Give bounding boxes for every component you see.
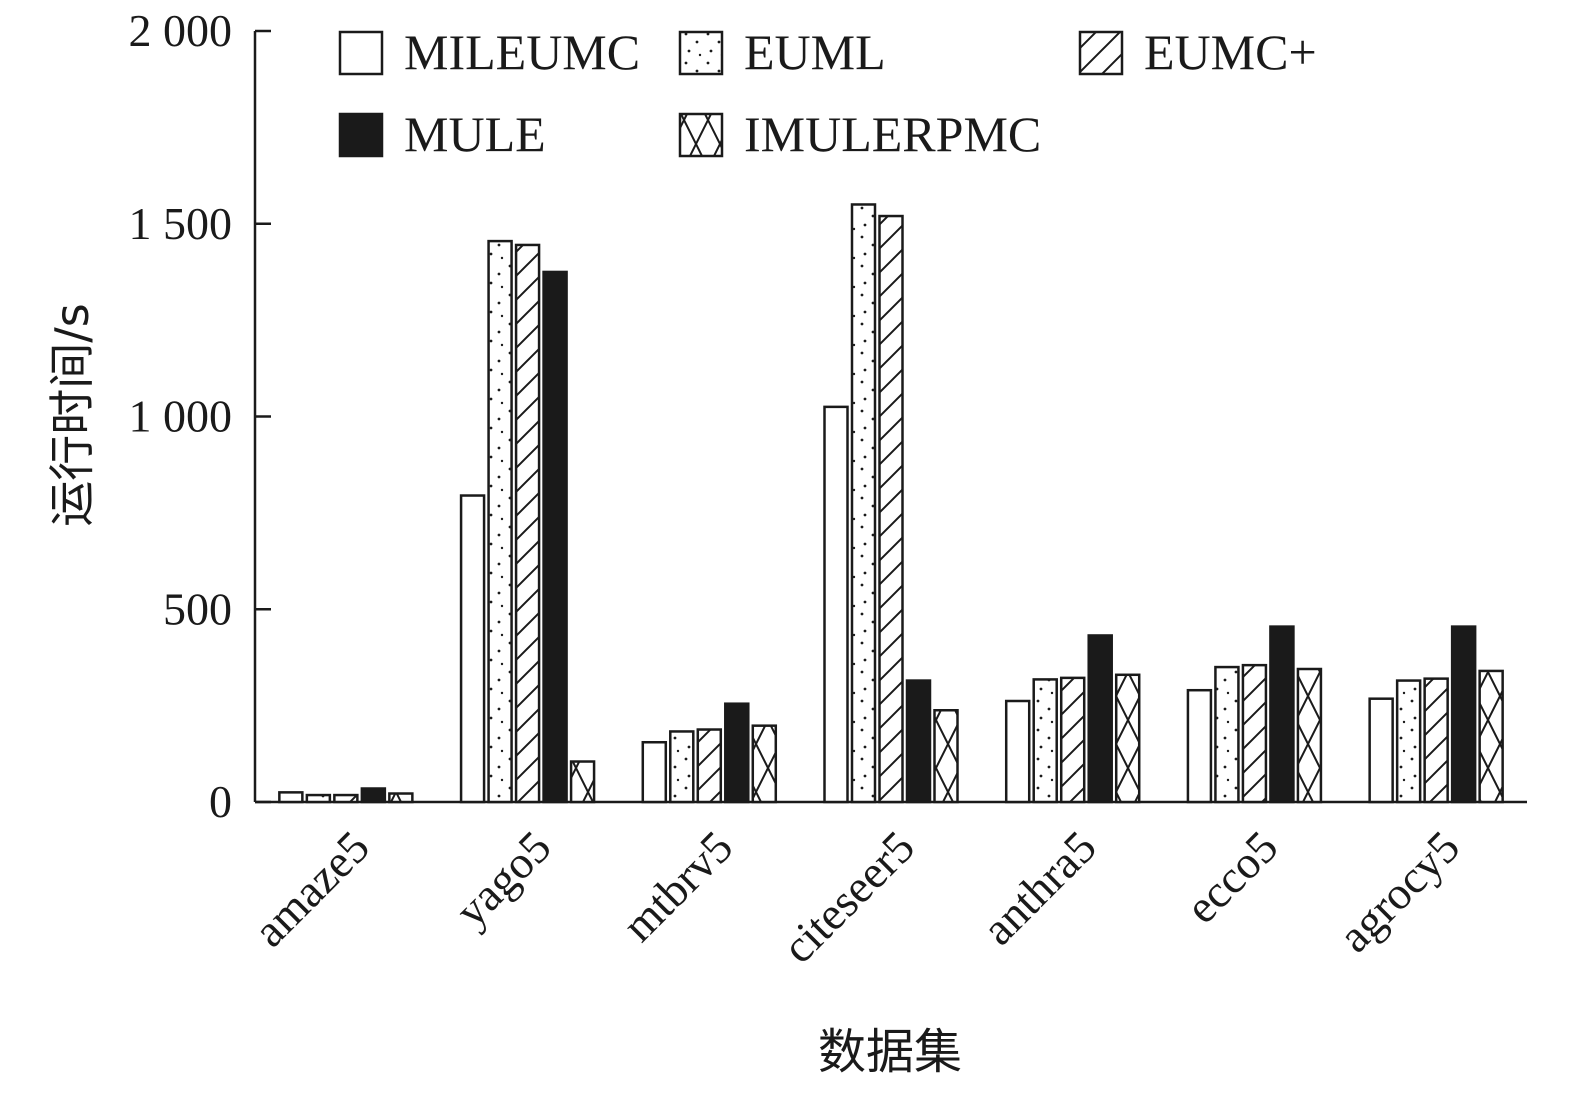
bar xyxy=(1214,665,1240,804)
y-axis-title: 运行时间/s xyxy=(45,303,99,526)
bar xyxy=(1186,688,1213,804)
x-tick-label: ecco5 xyxy=(1176,821,1288,933)
bar xyxy=(1114,673,1141,804)
bar xyxy=(1059,676,1086,804)
bar xyxy=(278,791,304,804)
legend-item: IMULERPMC xyxy=(678,106,1041,162)
legend-label: MILEUMC xyxy=(404,24,640,80)
bar xyxy=(1241,663,1268,804)
bar-group xyxy=(1368,625,1504,804)
x-tick-label: agrocy5 xyxy=(1328,821,1469,962)
x-tick-label: yago5 xyxy=(445,821,561,937)
y-tick-label: 2 000 xyxy=(129,5,233,56)
bar xyxy=(333,793,359,804)
bar xyxy=(878,214,904,804)
bar xyxy=(1296,667,1323,804)
bar xyxy=(542,270,568,804)
bar xyxy=(669,730,695,804)
bar xyxy=(569,760,596,804)
x-axis-title: 数据集 xyxy=(818,1024,962,1080)
legend-swatch xyxy=(338,112,384,158)
y-tick-label: 1 000 xyxy=(129,391,233,442)
legend-label: MULE xyxy=(404,106,546,162)
x-tick-label: anthra5 xyxy=(972,821,1106,955)
bar xyxy=(751,724,778,804)
bars xyxy=(278,203,1504,804)
bar xyxy=(1032,678,1058,804)
x-tick-label: mtbrv5 xyxy=(612,821,742,951)
bar xyxy=(724,702,750,804)
legend-swatch xyxy=(1078,30,1124,76)
bar xyxy=(823,405,849,804)
bar xyxy=(487,239,513,804)
bar-group xyxy=(459,239,596,804)
y-tick-label: 1 500 xyxy=(129,198,233,249)
x-tick-label: citeseer5 xyxy=(772,821,924,973)
bar xyxy=(641,740,668,804)
bar xyxy=(1004,699,1031,804)
bar xyxy=(1395,679,1422,804)
bar xyxy=(305,793,332,804)
bar xyxy=(1087,634,1113,804)
bar xyxy=(514,243,541,804)
legend-label: EUML xyxy=(744,24,886,80)
bar xyxy=(459,494,486,804)
legend-swatch xyxy=(338,30,384,76)
x-tick-label: amaze5 xyxy=(244,821,379,956)
bar-group xyxy=(641,702,778,804)
bar-group xyxy=(823,203,959,804)
legend: MILEUMC EUML EUMC+ MULE IMULERPMC xyxy=(338,24,1317,162)
bar xyxy=(850,203,877,804)
bar xyxy=(1450,625,1477,804)
x-tick-labels: amaze5 yago5 mtbrv5 citeseer5 anthra5 ecco5 ag… xyxy=(244,821,1470,973)
bar xyxy=(696,728,723,804)
bar xyxy=(1269,625,1295,804)
bar xyxy=(388,792,414,804)
y-tick-label: 0 xyxy=(209,776,232,827)
legend-item: EUML xyxy=(678,24,886,80)
bar xyxy=(933,709,959,804)
y-axis-label: 运行时间/s xyxy=(45,303,99,526)
bar-group xyxy=(278,787,414,804)
bar xyxy=(360,787,387,804)
legend-item: MILEUMC xyxy=(338,24,640,80)
bar-group xyxy=(1186,625,1323,804)
legend-swatch xyxy=(678,112,724,158)
bar xyxy=(905,679,932,804)
legend-swatch xyxy=(678,30,724,76)
bar xyxy=(1423,677,1449,804)
bar xyxy=(1368,697,1394,804)
y-ticks: 0 500 1 000 1 500 2 000 xyxy=(129,5,271,827)
bar-group xyxy=(1004,634,1141,804)
x-axis-label: 数据集 xyxy=(818,1024,962,1080)
legend-label: IMULERPMC xyxy=(744,106,1041,162)
legend-item: EUMC+ xyxy=(1078,24,1317,80)
bar xyxy=(1478,669,1504,804)
y-tick-label: 500 xyxy=(163,583,232,634)
legend-item: MULE xyxy=(338,106,546,162)
legend-label: EUMC+ xyxy=(1144,24,1317,80)
